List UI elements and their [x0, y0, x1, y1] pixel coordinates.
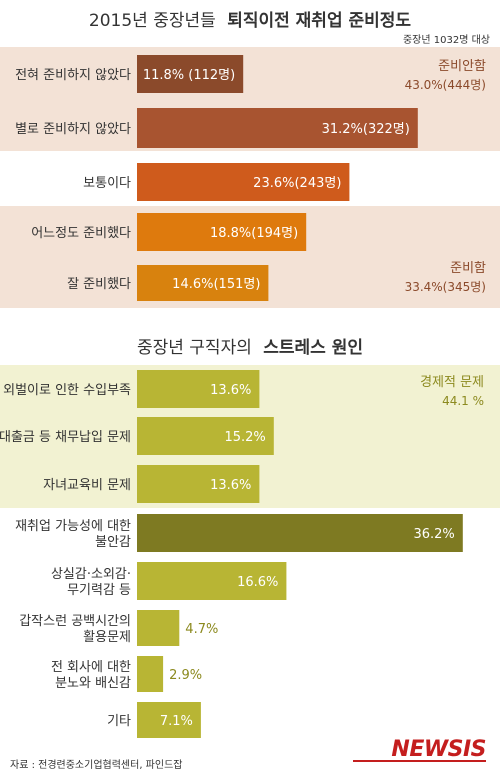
chart2-value-label: 13.6%	[210, 478, 251, 493]
chart1-value-label: 18.8%(194명)	[210, 226, 298, 241]
annotation-economic-value: 44.1 %	[442, 394, 484, 408]
chart2-value-label: 7.1%	[160, 714, 193, 729]
chart2-bar	[137, 562, 287, 600]
chart2-bar	[137, 465, 260, 503]
chart2-value-label: 13.6%	[210, 383, 251, 398]
newsis-logo-underline	[353, 760, 486, 762]
chart2-category-label: 상실감·소외감· 무기력감 등	[51, 567, 131, 598]
chart2-value-label: 36.2%	[413, 527, 454, 542]
chart1-title: 2015년 중장년들 퇴직이전 재취업 준비정도	[89, 10, 412, 31]
chart1-subtitle: 중장년 1032명 대상	[403, 34, 490, 46]
chart1-title-emph: 퇴직이전 재취업 준비정도	[227, 10, 411, 31]
newsis-logo-text: NEWSIS	[391, 737, 486, 762]
chart1-bar	[137, 213, 307, 251]
chart2-bar	[137, 656, 164, 692]
chart1-category-label: 보통이다	[83, 176, 131, 191]
annotation-prepared-value: 33.4%(345명)	[405, 280, 486, 294]
chart2-bar	[137, 370, 260, 408]
chart2-bar	[137, 417, 274, 455]
chart1-bar	[137, 163, 350, 201]
chart1-value-label: 23.6%(243명)	[253, 176, 341, 191]
chart2-title-prefix: 중장년 구직자의	[137, 338, 252, 358]
chart1-bar	[137, 265, 269, 301]
chart2-value-label: 15.2%	[224, 430, 265, 445]
chart1-category-label: 전혀 준비하지 않았다	[15, 68, 131, 83]
chart2-category-label: 자녀교육비 문제	[43, 478, 131, 493]
chart2-value-label: 4.7%	[185, 622, 218, 637]
chart2-title: 중장년 구직자의 스트레스 원인	[137, 338, 363, 358]
newsis-logo: NEWSIS	[353, 737, 487, 762]
chart2-category-label: 전 회사에 대한 분노와 배신감	[51, 660, 131, 691]
annotation-prepared-label: 준비함	[450, 261, 486, 276]
chart2-bar	[137, 514, 463, 552]
chart1-value-label: 11.8% (112명)	[143, 68, 235, 83]
chart1-value-label: 14.6%(151명)	[172, 277, 260, 292]
chart2-category-label: 갑작스런 공백시간의 활용문제	[19, 614, 131, 645]
chart1-title-prefix: 2015년 중장년들	[89, 11, 216, 31]
chart1-value-label: 31.2%(322명)	[322, 122, 410, 137]
chart2-bar	[137, 702, 201, 738]
annotation-economic-label: 경제적 문제	[420, 375, 484, 390]
chart1-bar	[137, 55, 244, 93]
annotation-not-prepared-value: 43.0%(444명)	[405, 78, 486, 92]
chart2-bar	[137, 610, 180, 646]
chart1-category-label: 잘 준비했다	[67, 276, 131, 292]
chart2-value-label: 2.9%	[169, 668, 202, 683]
chart2-value-label: 16.6%	[237, 575, 278, 590]
source-text: 자료 : 전경련중소기업협력센터, 파인드잡	[10, 758, 182, 771]
chart2-category-label: 기타	[107, 714, 131, 729]
chart2-category-label: 외벌이로 인한 수입부족	[3, 383, 131, 398]
chart1-category-label: 어느정도 준비했다	[31, 225, 131, 241]
chart2-title-emph: 스트레스 원인	[263, 338, 363, 358]
chart2-bars: 외벌이로 인한 수입부족 13.6% 대출금 등 채무납입 문제 15.2% 자녀교육비…	[0, 370, 463, 738]
chart2-category-label: 재취업 가능성에 대한 불안감	[15, 519, 131, 550]
chart1-bars: 전혀 준비하지 않았다 11.8% (112명) 별로 준비하지 않았다 31.2%(…	[15, 55, 418, 301]
chart1-category-label: 별로 준비하지 않았다	[15, 122, 131, 137]
chart2-category-label: 대출금 등 채무납입 문제	[0, 430, 131, 445]
annotation-not-prepared-label: 준비안함	[438, 59, 486, 74]
chart1-bar	[137, 108, 418, 148]
